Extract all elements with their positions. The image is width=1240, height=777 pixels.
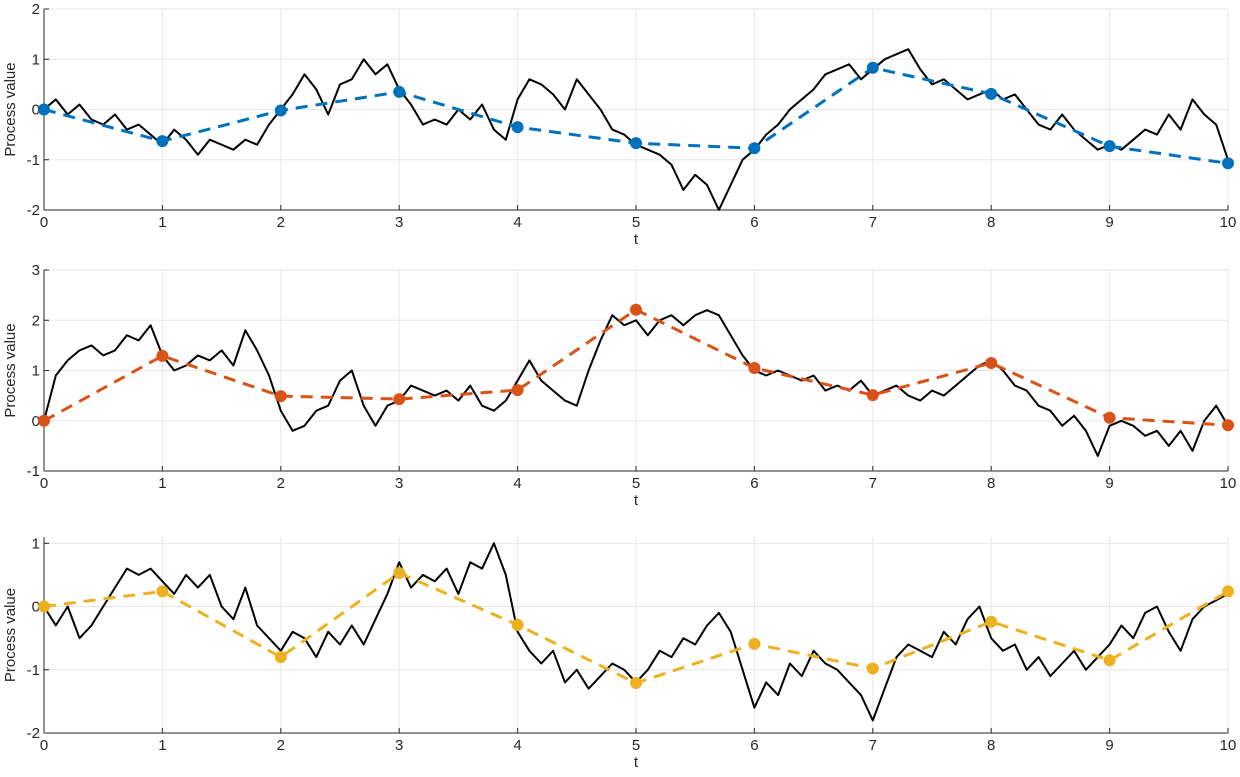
sample-point: [866, 662, 879, 675]
sample-point: [866, 389, 879, 402]
y-tick-label: 1: [32, 363, 40, 380]
subplot-1: 0 1 2 3 4 5 6 7 8 9 10 -2 -1 0 1 2 t Process value: [2, 1, 1236, 248]
sample-point: [274, 651, 287, 664]
sample-point: [274, 390, 287, 403]
sample-point: [393, 567, 406, 580]
sample-point: [748, 361, 761, 374]
x-tick-label: 0: [40, 737, 48, 754]
x-tick-label: 10: [1220, 475, 1237, 492]
sample-point: [748, 142, 761, 155]
x-tick-label: 3: [395, 737, 403, 754]
subplot-3: 0 1 2 3 4 5 6 7 8 9 10 -2 -1 0 1 t Process value: [2, 535, 1236, 771]
x-tick-label: 4: [513, 737, 521, 754]
sample-point: [511, 384, 524, 397]
x-tick-label: 4: [513, 475, 521, 492]
x-tick-label: 6: [750, 214, 758, 231]
y-tick-label: -1: [27, 152, 40, 169]
process-path-line: [44, 309, 1229, 457]
x-tick-label: 9: [1105, 475, 1113, 492]
x-tick-label: 8: [987, 737, 995, 754]
y-tick-label: 1: [32, 51, 40, 68]
sample-point: [630, 303, 642, 316]
y-tick-label: -1: [27, 662, 40, 679]
sample-point: [156, 349, 169, 362]
sample-point: [630, 677, 642, 690]
x-axis-label: t: [634, 492, 639, 509]
x-axis-label: t: [634, 754, 639, 771]
sample-point: [511, 618, 524, 631]
y-tick-label: -2: [27, 725, 40, 742]
sample-point: [985, 87, 998, 100]
x-tick-label: 9: [1105, 214, 1113, 231]
x-tick-label: 10: [1220, 214, 1237, 231]
x-tick-label: 1: [158, 475, 166, 492]
sample-point: [1103, 654, 1116, 667]
sample-point: [1103, 411, 1116, 424]
sample-point: [38, 103, 50, 116]
sample-point: [985, 356, 998, 369]
x-tick-label: 2: [277, 214, 285, 231]
x-tick-label: 9: [1105, 737, 1113, 754]
y-tick-label: 0: [32, 102, 40, 119]
x-tick-label: 2: [277, 737, 285, 754]
x-tick-label: 7: [869, 475, 877, 492]
sample-point: [38, 414, 50, 427]
x-tick-label: 0: [40, 214, 48, 231]
x-tick-label: 5: [632, 214, 640, 231]
x-axis-label: t: [634, 231, 639, 248]
sample-point: [985, 615, 998, 628]
x-tick-label: 3: [395, 475, 403, 492]
x-tick-label: 0: [40, 475, 48, 492]
y-tick-label: 3: [32, 262, 40, 279]
y-axis-label: Process value: [2, 588, 19, 682]
y-tick-label: 2: [32, 1, 40, 18]
sample-point: [38, 600, 50, 613]
sample-point: [1222, 419, 1234, 432]
sample-point: [393, 393, 406, 406]
x-tick-label: 3: [395, 214, 403, 231]
y-tick-label: 0: [32, 413, 40, 430]
sample-point: [866, 61, 879, 74]
sample-point: [274, 104, 287, 117]
sample-point: [156, 585, 169, 598]
sample-point: [393, 85, 406, 98]
x-tick-label: 1: [158, 737, 166, 754]
x-tick-label: 6: [750, 737, 758, 754]
y-tick-label: 0: [32, 599, 40, 616]
x-tick-label: 1: [158, 214, 166, 231]
sample-point: [630, 137, 642, 150]
y-tick-label: 2: [32, 312, 40, 329]
x-tick-label: 6: [750, 475, 758, 492]
y-axis-label: Process value: [2, 62, 19, 156]
x-tick-label: 10: [1220, 737, 1237, 754]
x-tick-label: 8: [987, 475, 995, 492]
sample-point: [1103, 140, 1116, 153]
y-tick-label: 1: [32, 535, 40, 552]
y-tick-label: -1: [27, 463, 40, 480]
sample-point: [748, 637, 761, 650]
x-tick-label: 7: [869, 737, 877, 754]
x-tick-label: 2: [277, 475, 285, 492]
sample-point: [1222, 157, 1234, 170]
sample-point: [1222, 585, 1234, 598]
x-tick-label: 5: [632, 737, 640, 754]
x-tick-label: 4: [513, 214, 521, 231]
y-axis-label: Process value: [2, 323, 19, 417]
sample-point: [511, 121, 524, 134]
x-tick-label: 5: [632, 475, 640, 492]
x-tick-label: 8: [987, 214, 995, 231]
y-tick-label: -2: [27, 202, 40, 219]
x-tick-label: 7: [869, 214, 877, 231]
sample-point: [156, 135, 169, 148]
